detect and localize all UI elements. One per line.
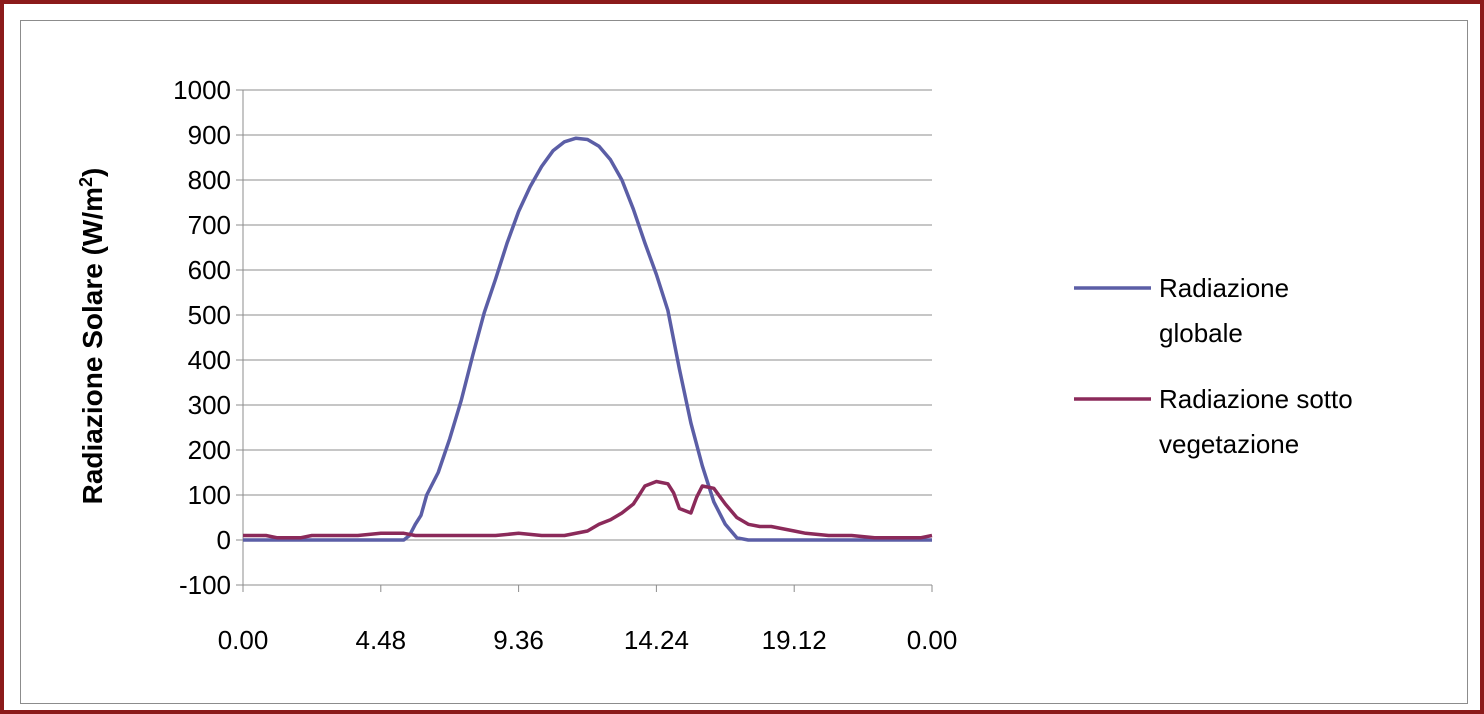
y-tick-label: 800 [188,165,231,195]
legend-label: vegetazione [1159,429,1299,459]
chart-area [20,20,1468,704]
line-chart: 10009008007006005004003002001000-1000.00… [76,75,1353,655]
x-tick-label: 0.00 [218,625,269,655]
y-tick-label: 100 [188,480,231,510]
series-line [243,479,933,540]
x-tick-label: 19.12 [762,625,827,655]
x-tick-label: 4.48 [355,625,406,655]
legend-label: Radiazione sotto [1159,384,1353,414]
y-tick-label: 0 [217,525,231,555]
y-tick-label: 400 [188,345,231,375]
y-axis-title: Radiazione Solare (W/m2) [76,168,108,505]
y-tick-label: 600 [188,255,231,285]
x-tick-label: 14.24 [624,625,689,655]
series-line [243,136,932,542]
y-tick-label: 200 [188,435,231,465]
y-tick-label: 500 [188,300,231,330]
y-tick-label: 1000 [173,75,231,105]
x-tick-label: 0.00 [907,625,958,655]
y-tick-label: 700 [188,210,231,240]
y-tick-label: 300 [188,390,231,420]
x-tick-label: 9.36 [493,625,544,655]
y-tick-label: 900 [188,120,231,150]
y-tick-label: -100 [179,570,231,600]
legend-label: globale [1159,318,1243,348]
legend-label: Radiazione [1159,273,1289,303]
